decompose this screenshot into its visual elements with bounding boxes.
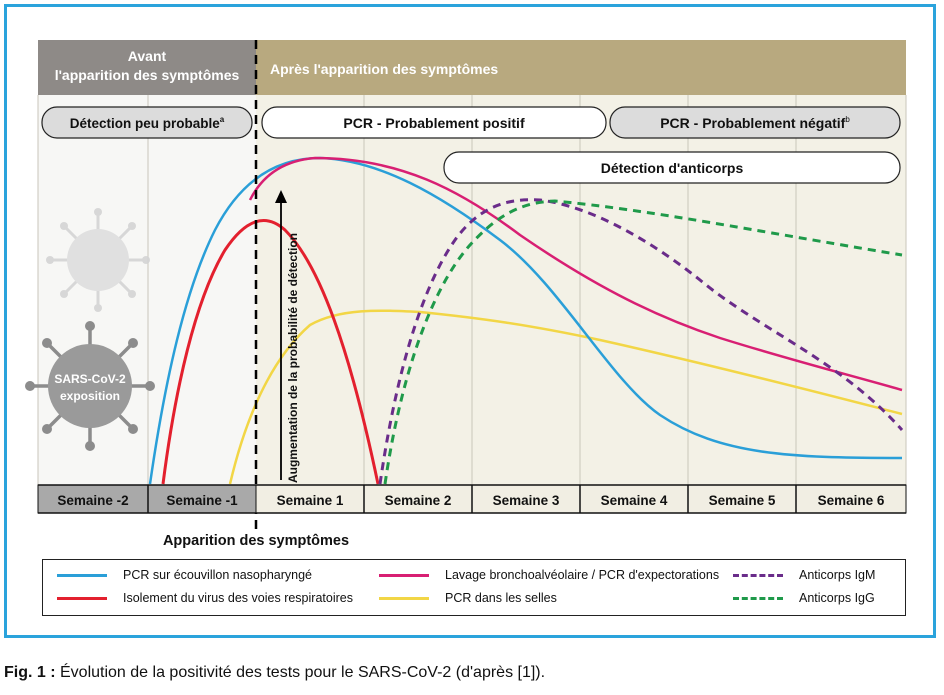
legend-label: Lavage bronchoalvéolaire / PCR d'expecto… [445, 568, 720, 582]
legend-swatch [733, 596, 783, 600]
curve-igm [378, 198, 904, 485]
svg-text:PCR - Probablement négatifb: PCR - Probablement négatifb [660, 115, 850, 131]
header-before-band [38, 40, 256, 95]
header-after-band [256, 40, 906, 95]
legend-swatch [379, 596, 429, 600]
diagram-svg: Avant l'apparition des symptômes Après l… [25, 40, 907, 549]
week-label: Semaine 5 [709, 493, 776, 508]
legend-label: Anticorps IgG [799, 591, 875, 605]
pill-antibody-detection: Détection d'anticorps [443, 151, 901, 184]
week-label: Semaine -1 [166, 493, 238, 508]
legend-item-igm: Anticorps IgM [733, 568, 875, 582]
legend-item-virus-isolation: Isolement du virus des voies respiratoir… [57, 591, 353, 605]
legend-item-nasopharyngeal-pcr: PCR sur écouvillon nasopharyngé [57, 568, 312, 582]
curve-bal-sputum-pcr [248, 156, 903, 392]
week-label: Semaine 2 [385, 493, 452, 508]
pill-detection-low: Détection peu probablea [41, 106, 253, 139]
caption-text: Évolution de la positivité des tests pou… [55, 664, 546, 681]
legend-item-bal-sputum-pcr: Lavage bronchoalvéolaire / PCR d'expecto… [379, 568, 719, 582]
legend-swatch [379, 573, 429, 577]
legend-swatch [733, 573, 783, 577]
svg-text:SARS-CoV-2: SARS-CoV-2 [54, 372, 126, 386]
week-axis: Semaine -2 Semaine -1 Semaine 1 Semaine … [37, 484, 907, 514]
legend-box: PCR sur écouvillon nasopharyngé Isolemen… [42, 559, 906, 616]
header-after-label: Après l'apparition des symptômes [270, 61, 498, 77]
week-label: Semaine -2 [57, 493, 128, 508]
legend-label: PCR sur écouvillon nasopharyngé [123, 568, 312, 582]
legend-label: Anticorps IgM [799, 568, 876, 582]
virus-icon-exposure: SARS-CoV-2 exposition [25, 321, 155, 451]
plot-bg-before [38, 95, 256, 485]
week-label: Semaine 1 [277, 493, 344, 508]
symptom-onset-label: Apparition des symptômes [163, 533, 349, 549]
detection-arrow-head [275, 190, 287, 203]
week-label: Semaine 4 [601, 493, 668, 508]
curve-igg [383, 199, 903, 485]
legend-swatch [57, 596, 107, 600]
pill-pcr-negative: PCR - Probablement négatifb [609, 106, 901, 139]
week-label: Semaine 3 [493, 493, 560, 508]
figure-caption: Fig. 1 : Évolution de la positivité des … [4, 664, 545, 682]
legend-label: PCR dans les selles [445, 591, 557, 605]
virus-icon-faded [46, 208, 150, 312]
legend-item-pcr-stool: PCR dans les selles [379, 591, 557, 605]
curve-pcr-stool [228, 309, 903, 485]
detection-arrow-label: Augmentation de la probabilité de détect… [286, 233, 300, 483]
curve-virus-isolation [161, 219, 380, 485]
legend-item-igg: Anticorps IgG [733, 591, 875, 605]
caption-label: Fig. 1 : [4, 664, 56, 681]
svg-text:exposition: exposition [60, 389, 120, 403]
legend-swatch [57, 573, 107, 577]
week-label: Semaine 6 [818, 493, 885, 508]
svg-text:Détection peu probablea: Détection peu probablea [70, 115, 225, 131]
svg-text:Détection d'anticorps: Détection d'anticorps [601, 160, 744, 176]
header-before-line1: Avant [128, 48, 167, 64]
svg-text:PCR - Probablement positif: PCR - Probablement positif [343, 115, 525, 131]
curve-nasopharyngeal-pcr [148, 156, 903, 485]
header-before-line2: l'apparition des symptômes [55, 67, 240, 83]
legend-label: Isolement du virus des voies respiratoir… [123, 591, 353, 605]
pill-pcr-positive: PCR - Probablement positif [261, 106, 607, 139]
